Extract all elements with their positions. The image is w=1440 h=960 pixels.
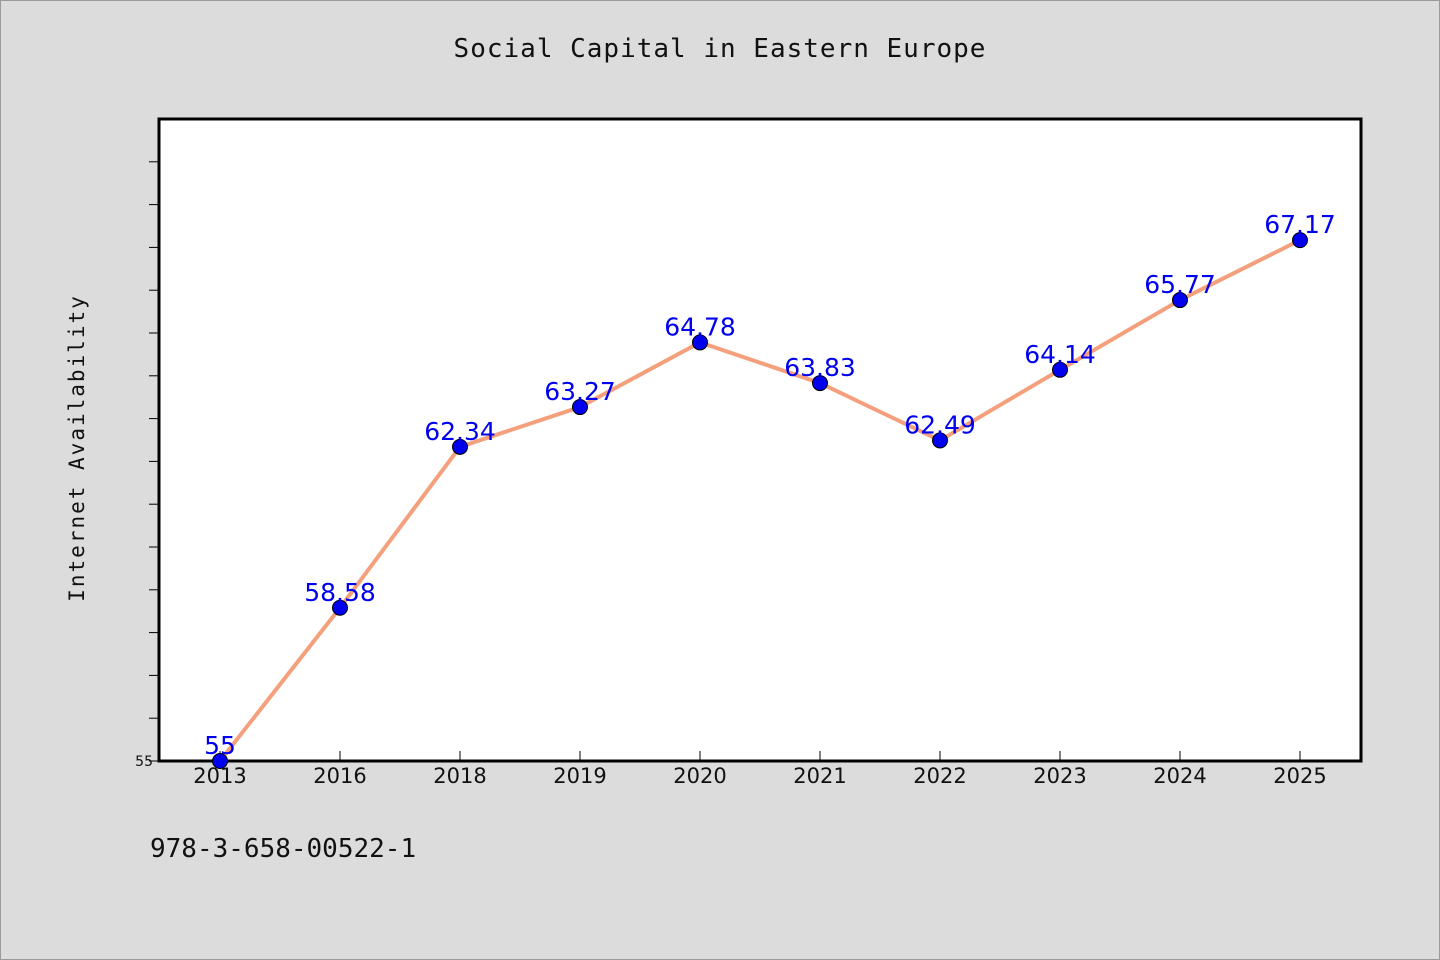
x-tick-label: 2016 — [313, 764, 366, 788]
x-tick-label: 2024 — [1153, 764, 1206, 788]
data-label: 65.77 — [1144, 270, 1216, 299]
x-tick-label: 2025 — [1273, 764, 1326, 788]
data-point — [1172, 292, 1188, 309]
y-axis-label: Internet Availability — [65, 294, 89, 602]
data-point — [452, 438, 468, 455]
data-point — [332, 599, 348, 616]
x-tick-label: 2023 — [1033, 764, 1086, 788]
data-label: 63.83 — [784, 353, 856, 382]
y-axis-ticks: 55 — [135, 161, 159, 770]
data-point — [812, 375, 828, 392]
data-point — [1052, 361, 1068, 378]
data-point — [692, 334, 708, 351]
x-tick-label: 2019 — [553, 764, 606, 788]
x-tick-label: 2021 — [793, 764, 846, 788]
x-tick-label: 2018 — [433, 764, 486, 788]
data-label: 64.14 — [1024, 340, 1096, 369]
x-tick-label: 2020 — [673, 764, 726, 788]
x-tick-label: 2022 — [913, 764, 966, 788]
y-tick-label: 55 — [135, 754, 153, 770]
data-label: 67.17 — [1264, 210, 1336, 239]
data-point — [1292, 232, 1308, 249]
data-markers — [212, 232, 1308, 769]
isbn-text: 978-3-658-00522-1 — [150, 834, 417, 864]
data-point — [572, 399, 588, 416]
data-label: 58.58 — [304, 578, 376, 607]
data-label: 64.78 — [664, 312, 736, 341]
plot-area — [157, 117, 1363, 763]
chart-title: Social Capital in Eastern Europe — [453, 34, 987, 64]
data-labels: 55 58.58 62.34 63.27 64.78 63.83 62.49 64.14 65.… — [204, 210, 1336, 760]
data-label: 62.49 — [904, 410, 976, 439]
data-label: 55 — [204, 731, 236, 760]
data-point — [212, 753, 228, 769]
data-label: 63.27 — [544, 377, 616, 406]
series-line — [218, 238, 1301, 763]
data-label: 62.34 — [424, 417, 496, 446]
data-point — [932, 432, 948, 449]
